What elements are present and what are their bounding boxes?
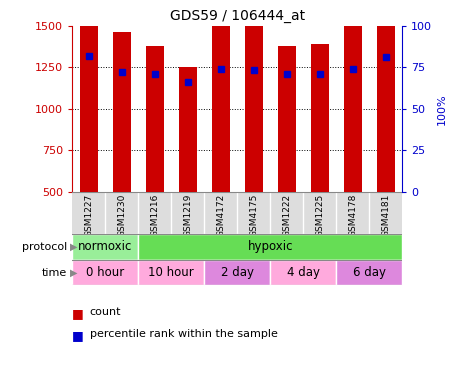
Text: hypoxic: hypoxic bbox=[247, 240, 293, 253]
Bar bbox=[138, 260, 204, 285]
Bar bbox=[270, 260, 336, 285]
Bar bbox=[179, 67, 197, 192]
Text: GSM4181: GSM4181 bbox=[381, 194, 390, 237]
Text: percentile rank within the sample: percentile rank within the sample bbox=[90, 329, 278, 339]
Text: 10 hour: 10 hour bbox=[148, 266, 194, 279]
Bar bbox=[146, 46, 164, 192]
Text: GSM4178: GSM4178 bbox=[348, 194, 357, 237]
Text: GSM1222: GSM1222 bbox=[282, 194, 291, 237]
Bar bbox=[138, 234, 402, 260]
Text: normoxic: normoxic bbox=[78, 240, 132, 253]
Text: count: count bbox=[90, 307, 121, 317]
Bar bbox=[204, 260, 270, 285]
Text: GSM4172: GSM4172 bbox=[216, 194, 225, 237]
Text: ■: ■ bbox=[72, 307, 84, 321]
Text: 2 day: 2 day bbox=[221, 266, 253, 279]
Text: 0 hour: 0 hour bbox=[86, 266, 124, 279]
Bar bbox=[336, 260, 402, 285]
Text: ▶: ▶ bbox=[70, 268, 77, 278]
Text: protocol: protocol bbox=[22, 242, 67, 252]
Text: GSM1225: GSM1225 bbox=[315, 194, 324, 237]
Text: GSM1219: GSM1219 bbox=[183, 194, 192, 237]
Text: ▶: ▶ bbox=[70, 242, 77, 252]
Text: ■: ■ bbox=[72, 329, 84, 343]
Text: GSM4175: GSM4175 bbox=[249, 194, 258, 237]
Text: 4 day: 4 day bbox=[287, 266, 319, 279]
Text: GSM1216: GSM1216 bbox=[150, 194, 159, 237]
Y-axis label: 100%: 100% bbox=[437, 93, 446, 124]
Text: time: time bbox=[42, 268, 67, 278]
Text: 6 day: 6 day bbox=[353, 266, 385, 279]
Bar bbox=[72, 260, 138, 285]
Text: GSM1230: GSM1230 bbox=[117, 194, 126, 237]
Bar bbox=[311, 44, 329, 192]
Bar bbox=[344, 9, 362, 192]
Bar bbox=[212, 15, 230, 192]
Bar bbox=[80, 0, 98, 192]
Bar bbox=[278, 46, 296, 192]
Bar bbox=[377, 0, 395, 192]
Bar bbox=[113, 32, 131, 192]
Title: GDS59 / 106444_at: GDS59 / 106444_at bbox=[170, 9, 305, 23]
Bar bbox=[245, 20, 263, 192]
Bar bbox=[72, 234, 138, 260]
Text: GSM1227: GSM1227 bbox=[84, 194, 93, 237]
